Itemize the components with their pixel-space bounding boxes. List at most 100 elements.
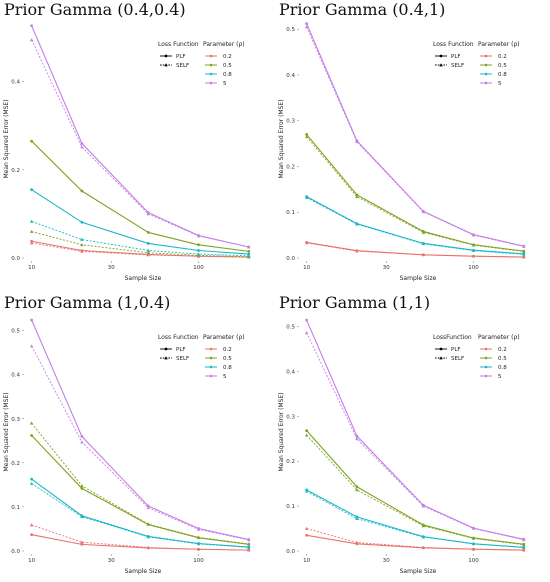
data-point — [80, 440, 84, 444]
chart-panel-gamma-0.4-0.4: Prior Gamma (0.4,0.4) 0.0 0.2 0.4 Mean Squa… — [0, 0, 270, 286]
legend-label: 0.8 — [498, 365, 507, 371]
legend-key-marker — [164, 54, 168, 58]
data-point — [304, 241, 309, 245]
x-tick-label: 10 — [303, 265, 310, 271]
data-point — [80, 487, 84, 490]
legend-title: Loss Function — [433, 41, 474, 48]
data-point — [80, 243, 84, 247]
series-rho-0.8-self — [304, 195, 526, 256]
x-tick-label: 30 — [108, 265, 115, 271]
legend-key-marker — [164, 347, 168, 351]
legend-key-marker — [209, 356, 213, 360]
data-point — [80, 142, 84, 145]
series-rho-0.5-self — [29, 421, 251, 546]
series-line — [306, 430, 524, 545]
data-point — [30, 239, 34, 243]
data-point — [304, 195, 309, 199]
data-point — [29, 241, 34, 245]
x-axis-title: Sample Size — [400, 275, 437, 282]
y-tick-label: 0.4 — [286, 73, 295, 79]
series-line — [31, 39, 249, 248]
data-point — [421, 242, 425, 246]
data-point — [421, 535, 425, 539]
series-rho-5-self — [304, 331, 526, 542]
series-rho-0.2-plf — [305, 241, 526, 259]
data-point — [80, 237, 84, 241]
data-point — [29, 344, 34, 348]
data-point — [146, 504, 150, 508]
data-point — [80, 542, 84, 546]
data-point — [30, 24, 34, 28]
x-tick-label: 30 — [383, 558, 390, 564]
x-tick-label: 10 — [28, 265, 35, 271]
y-tick-label: 0.4 — [11, 373, 20, 379]
legend-label: 5 — [498, 374, 502, 380]
data-point — [197, 243, 200, 247]
legend-key-marker — [439, 63, 443, 67]
data-point — [355, 194, 359, 199]
series-line — [31, 435, 249, 545]
data-point — [196, 252, 201, 256]
data-point — [29, 219, 34, 223]
legend-key-marker — [484, 347, 488, 351]
data-point — [247, 249, 251, 253]
series-rho-0.8-self — [29, 481, 251, 549]
y-tick-label: 0.3 — [286, 414, 295, 420]
data-point — [355, 488, 359, 492]
series-rho-0.8-plf — [30, 188, 251, 256]
y-axis-title: Mean Squared Error (MSE) — [278, 99, 285, 178]
data-point — [30, 188, 34, 192]
series-rho-0.8-plf — [30, 477, 251, 549]
series-line — [306, 241, 524, 258]
data-point — [522, 244, 526, 248]
y-tick-label: 0.5 — [286, 324, 295, 330]
data-point — [80, 220, 84, 224]
series-line — [306, 26, 524, 247]
legend-title: Parameter (ρ) — [203, 334, 245, 341]
legend-parameter: Parameter (ρ) 0.2 0.5 0.8 5 — [203, 41, 245, 87]
series-rho-0.2-self — [29, 523, 251, 552]
y-tick-label: 0.3 — [11, 417, 20, 423]
legend-label: SELF — [451, 63, 464, 69]
legend-parameter: Parameter (ρ) 0.2 0.5 0.8 5 — [478, 41, 520, 87]
series-line — [31, 483, 249, 548]
data-point — [305, 318, 309, 322]
data-point — [421, 545, 425, 549]
data-point — [29, 481, 34, 485]
y-tick-label: 0.0 — [11, 549, 20, 555]
data-point — [471, 536, 476, 540]
x-axis-title: Sample Size — [400, 568, 437, 575]
data-point — [146, 506, 150, 510]
series-line — [31, 220, 249, 257]
x-tick-label: 30 — [383, 265, 390, 271]
data-point — [80, 435, 84, 438]
legend-loss-function: Loss Function PLF SELF — [158, 41, 199, 69]
legend-key-marker — [439, 347, 443, 351]
series-rho-0.2-plf — [305, 533, 526, 552]
x-axis: 10 30 100 Sample Size — [28, 261, 204, 282]
data-point — [146, 212, 150, 216]
data-point — [247, 538, 251, 542]
chart-panel-gamma-1-1: Prior Gamma (1,1) 0.0 0.1 0.2 0.3 0.4 0.5 Mean… — [275, 293, 545, 579]
legend-label: 5 — [223, 81, 227, 87]
y-tick-label: 0.3 — [286, 119, 295, 125]
y-tick-label: 0.2 — [286, 164, 295, 170]
data-point — [146, 545, 150, 549]
series-line — [31, 242, 249, 258]
series-line — [31, 231, 249, 258]
legend-label: SELF — [176, 356, 189, 362]
data-point — [196, 527, 201, 531]
legend-label: PLF — [176, 347, 186, 353]
chart-svg: 0.0 0.1 0.2 0.3 0.4 0.5 Mean Squared Error (MS… — [3, 318, 251, 575]
series-rho-5-self — [29, 38, 251, 249]
data-point — [146, 522, 150, 526]
series-line — [31, 25, 249, 248]
chart-panel-gamma-0.4-1: Prior Gamma (0.4,1) 0.0 0.1 0.2 0.3 0.4 0.5 Me… — [275, 0, 545, 286]
y-tick-label: 0.4 — [286, 369, 295, 375]
panel-title: Prior Gamma (1,0.4) — [4, 293, 171, 312]
data-point — [196, 547, 201, 551]
data-point — [247, 252, 251, 256]
data-point — [29, 229, 34, 233]
data-point — [30, 533, 34, 537]
